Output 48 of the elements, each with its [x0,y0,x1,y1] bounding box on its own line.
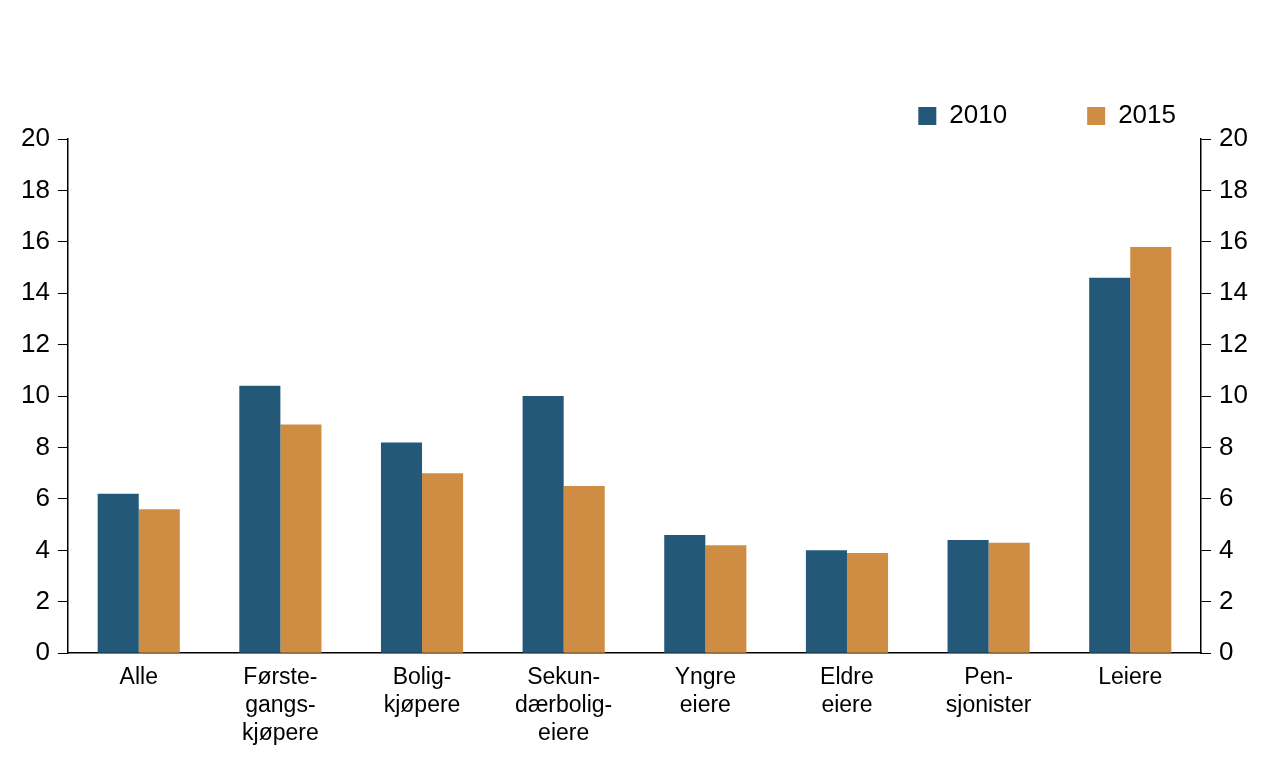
bar [563,486,605,653]
y2-tick-label: 18 [1219,173,1248,204]
y-tick-label: 20 [21,122,50,153]
bar [239,385,281,653]
y2-tick-label: 0 [1219,636,1234,667]
y-tick-label: 6 [35,482,50,513]
bar [522,396,564,653]
bar [380,442,423,653]
y2-tick-label: 8 [1219,430,1234,461]
y-tick-label: 8 [35,430,50,461]
y-tick-label: 18 [21,173,50,204]
y2-tick-label: 10 [1219,379,1248,410]
bar [97,493,139,653]
x-tick-label: Bolig- kjøpere [383,663,461,717]
bar [988,542,1030,653]
y-tick-label: 12 [21,327,50,358]
y2-tick-label: 6 [1219,482,1234,513]
y-tick-label: 2 [35,584,50,615]
bar [422,473,464,653]
y2-tick-label: 14 [1219,276,1248,307]
legend-label: 2010 [949,99,1008,130]
bar [1089,277,1131,653]
x-tick-label: Yngre eiere [674,663,737,717]
bar [705,545,747,653]
bar [805,550,847,653]
x-tick-label: Sekun- dærbolig- eiere [515,663,613,745]
x-tick-label: Leiere [1098,663,1163,690]
y2-tick-label: 2 [1219,584,1234,615]
legend-label: 2015 [1118,99,1176,130]
bar [947,540,989,653]
bar [280,424,322,653]
x-tick-label: Første- gangs- kjøpere [242,663,319,745]
bar [1130,246,1172,653]
y2-tick-label: 4 [1219,533,1234,564]
bar [138,509,180,653]
y2-tick-label: 12 [1219,327,1248,358]
x-tick-label: Eldre eiere [820,663,874,717]
bar [846,552,889,653]
x-tick-label: Pen- sjonister [945,663,1032,717]
y-tick-label: 16 [21,225,50,256]
x-tick-label: Alle [119,663,158,690]
bar [664,534,706,653]
y-tick-label: 10 [21,379,50,410]
y2-tick-label: 20 [1219,122,1248,153]
y-tick-label: 4 [35,533,50,564]
y-tick-label: 0 [35,636,50,667]
y2-tick-label: 16 [1219,225,1248,256]
y-tick-label: 14 [21,276,50,307]
